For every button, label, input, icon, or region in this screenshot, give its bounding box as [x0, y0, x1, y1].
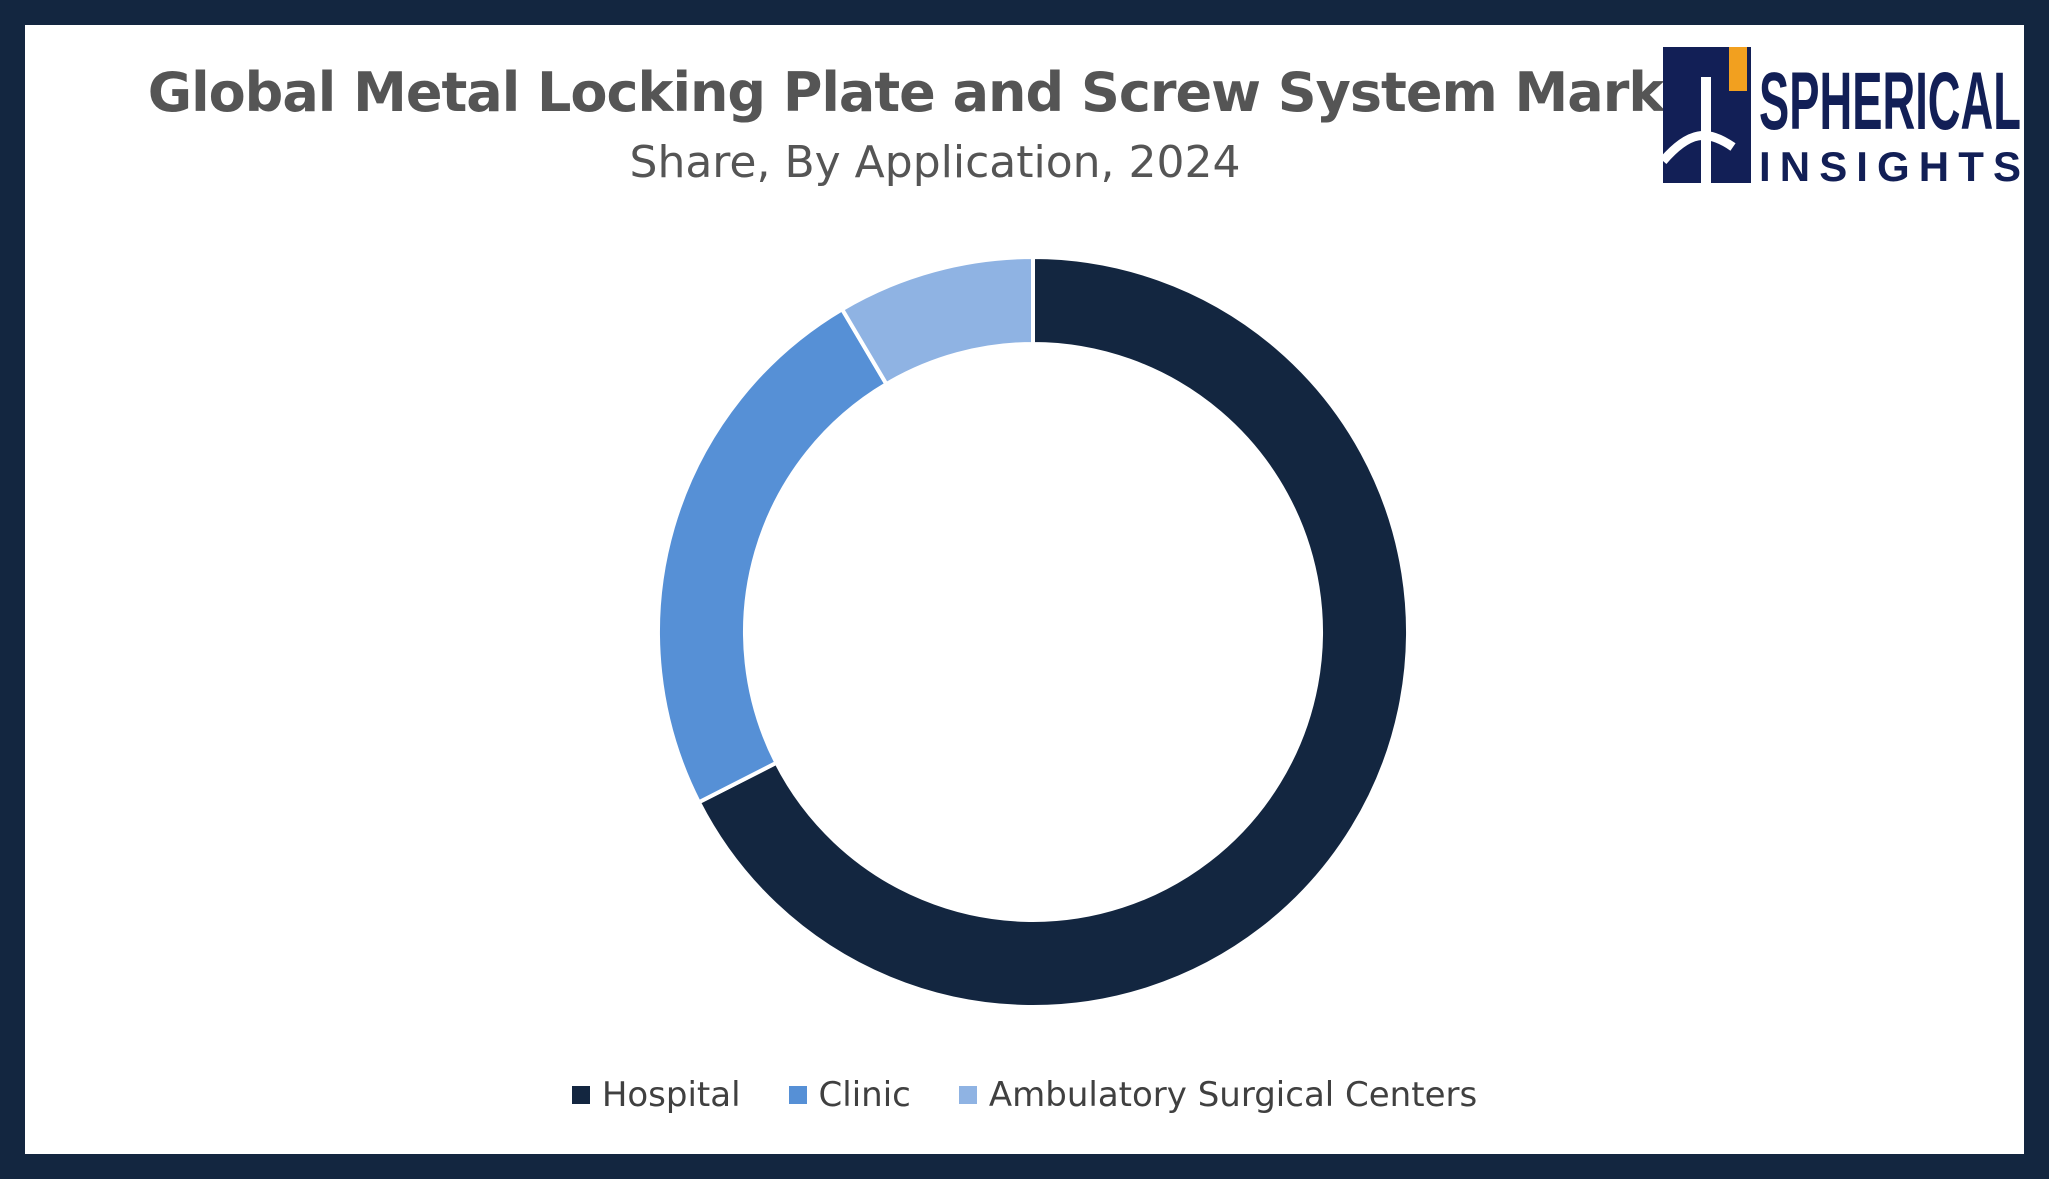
chart-frame: Global Metal Locking Plate and Screw Sys… — [25, 25, 2024, 1154]
donut-chart — [656, 254, 1410, 1009]
chart-subtitle: Share, By Application, 2024 — [629, 137, 1241, 188]
donut-slice-hospital — [696, 254, 1410, 1009]
chart-titles: Global Metal Locking Plate and Screw Sys… — [25, 55, 1845, 195]
logo-text-main: SPHERICAL — [1759, 56, 2021, 147]
logo-text-sub: INSIGHTS — [1759, 143, 2021, 190]
legend-label: Clinic — [818, 1075, 911, 1115]
legend-item: Ambulatory Surgical Centers — [958, 1075, 1478, 1115]
legend-swatch — [788, 1086, 807, 1104]
chart-title: Global Metal Locking Plate and Screw Sys… — [147, 61, 1723, 124]
legend-swatch — [571, 1086, 590, 1104]
legend-label: Ambulatory Surgical Centers — [988, 1075, 1478, 1115]
legend-swatch — [958, 1086, 977, 1104]
legend-item: Hospital — [571, 1075, 741, 1115]
chart-legend: Hospital Clinic Ambulatory Surgical Center… — [25, 1075, 2024, 1115]
donut-slice-clinic — [656, 306, 890, 805]
donut-slice-ambulatory-surgical-centers — [839, 254, 1035, 387]
spherical-insights-logo: SPHERICAL INSIGHTS — [1659, 47, 2021, 190]
legend-item: Clinic — [788, 1075, 911, 1115]
legend-label: Hospital — [601, 1075, 741, 1115]
